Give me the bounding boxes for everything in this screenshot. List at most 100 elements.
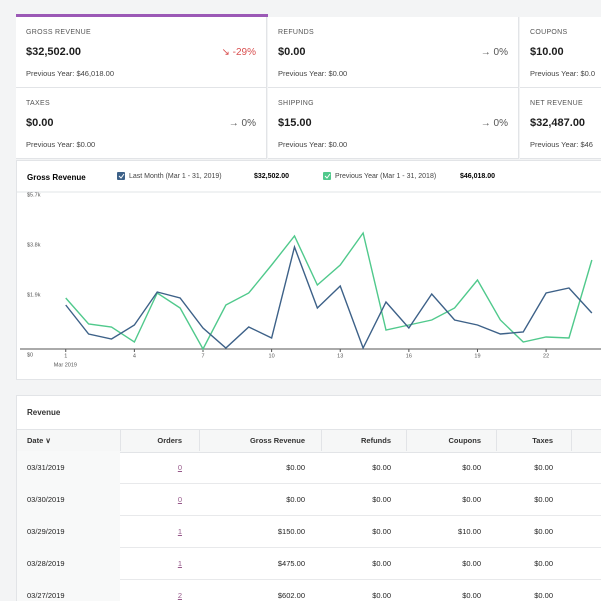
date-cell-bg (17, 547, 120, 579)
x-tick-label: 7 (201, 353, 204, 359)
column-header[interactable]: Gross Revenue (249, 436, 305, 445)
x-tick-label: 16 (406, 353, 412, 359)
summary-card[interactable]: SHIPPING $15.00 → 0% Previous Year: $0.00 (268, 88, 519, 159)
delta-icon: → (480, 118, 494, 129)
delta-icon: → (480, 47, 494, 58)
x-tick-label: 4 (133, 353, 136, 359)
card-value: $10.00 (530, 46, 564, 58)
column-header[interactable]: Taxes (532, 436, 553, 445)
cell: $475.00 (277, 559, 305, 568)
card-delta: ↘ -29% (221, 47, 256, 58)
card-label: SHIPPING (278, 100, 314, 107)
summary-card[interactable]: NET REVENUE $32,487.00 Previous Year: $46 (520, 88, 601, 159)
legend-total: $32,502.00 (254, 173, 289, 180)
chart-title: Gross Revenue (27, 173, 86, 182)
delta-text: 0% (241, 118, 256, 129)
sort-icon: ∨ (43, 436, 51, 445)
column-header[interactable]: Refunds (361, 436, 391, 445)
legend-label: Previous Year (Mar 1 - 31, 2018) (335, 173, 436, 180)
legend-label: Last Month (Mar 1 - 31, 2019) (129, 173, 222, 180)
row-divider (17, 515, 601, 516)
card-label: COUPONS (530, 29, 568, 36)
summary-card[interactable]: TAXES $0.00 → 0% Previous Year: $0.00 (16, 88, 267, 159)
column-divider (120, 429, 121, 451)
card-label: GROSS REVENUE (26, 29, 91, 36)
card-delta: → 0% (481, 118, 508, 129)
cell: $0.00 (462, 495, 481, 504)
orders-link[interactable]: 2 (177, 591, 182, 600)
cell: 03/27/2019 (27, 591, 65, 600)
card-value: $0.00 (26, 117, 54, 129)
card-previous: Previous Year: $0.00 (278, 69, 348, 78)
date-cell-bg (17, 483, 120, 515)
card-label: REFUNDS (278, 29, 314, 36)
cell: $0.00 (462, 591, 481, 600)
chart: Gross Revenue $0 $1.9k $3.8k $5.7k 1 4 7 10 13 16… (17, 172, 601, 368)
cell: $0.00 (534, 463, 553, 472)
column-header[interactable]: Coupons (448, 436, 482, 445)
cell: $0.00 (462, 463, 481, 472)
card-previous: Previous Year: $0.00 (278, 140, 348, 149)
card-delta: → 0% (481, 47, 508, 58)
summary-card[interactable]: GROSS REVENUE $32,502.00 ↘ -29% Previous Ye… (16, 17, 267, 88)
column-divider (199, 429, 200, 451)
card-previous: Previous Year: $46,018.00 (26, 69, 114, 78)
table-title: Revenue (27, 408, 61, 417)
check (118, 173, 125, 179)
card-value: $32,487.00 (530, 117, 586, 129)
x-tick-label: 1 (64, 353, 67, 359)
orders-link[interactable]: 1 (177, 527, 182, 536)
column-divider (406, 429, 407, 451)
orders-link[interactable]: 0 (177, 463, 182, 472)
column-divider (571, 429, 572, 451)
card-value: $32,502.00 (26, 46, 82, 58)
cell: $0.00 (372, 591, 391, 600)
y-tick-label: $3.8k (27, 242, 41, 248)
column-divider (496, 429, 497, 451)
cell: 03/30/2019 (27, 495, 65, 504)
y-tick-label: $0 (27, 352, 33, 358)
column-divider (321, 429, 322, 451)
row-divider (17, 579, 601, 580)
x-annotation: Mar 2019 (54, 362, 77, 368)
column-header[interactable]: Date ∨ (27, 436, 51, 445)
cell: $0.00 (534, 495, 553, 504)
y-tick-label: $5.7k (27, 192, 41, 198)
card-previous: Previous Year: $0.0 (530, 69, 596, 78)
date-cell-bg (17, 579, 120, 601)
column-header[interactable]: Orders (157, 436, 182, 445)
cell: $0.00 (534, 591, 553, 600)
card-label: TAXES (26, 100, 50, 107)
legend-checkbox[interactable] (323, 172, 331, 180)
card-value: $15.00 (278, 117, 312, 129)
card-value: $0.00 (278, 46, 306, 58)
delta-text: 0% (493, 118, 508, 129)
x-tick-label: 22 (543, 353, 549, 359)
delta-text: -29% (232, 47, 256, 58)
table-panel: Revenue Date ∨ Orders Gross Revenue Refunds… (16, 395, 601, 601)
cell: 03/29/2019 (27, 527, 65, 536)
delta-icon: ↘ (221, 47, 233, 58)
cell: $0.00 (372, 559, 391, 568)
summary-card[interactable]: REFUNDS $0.00 → 0% Previous Year: $0.00 (268, 17, 519, 88)
cell: $0.00 (286, 495, 305, 504)
row-divider (17, 483, 601, 484)
series-line (65, 244, 593, 350)
series-line (65, 231, 593, 351)
legend-checkbox[interactable] (117, 172, 125, 180)
summary-card[interactable]: COUPONS $10.00 Previous Year: $0.0 (520, 17, 601, 88)
cell: $0.00 (286, 463, 305, 472)
x-tick-label: 10 (269, 353, 275, 359)
orders-link[interactable]: 0 (177, 495, 182, 504)
x-tick-label: 19 (474, 353, 480, 359)
cell: 03/31/2019 (27, 463, 65, 472)
orders-link[interactable]: 1 (177, 559, 182, 568)
cell: $0.00 (534, 559, 553, 568)
card-delta: → 0% (229, 118, 256, 129)
row-divider (17, 547, 601, 548)
table-header (17, 429, 601, 453)
x-tick-label: 13 (337, 353, 343, 359)
cell: $0.00 (372, 527, 391, 536)
